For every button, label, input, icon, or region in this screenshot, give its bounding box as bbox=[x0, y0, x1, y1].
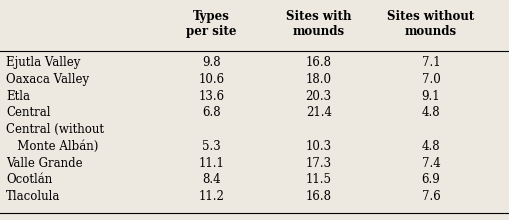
Text: Etla: Etla bbox=[6, 90, 30, 103]
Text: 6.8: 6.8 bbox=[202, 106, 220, 119]
Text: 4.8: 4.8 bbox=[421, 106, 439, 119]
Text: 7.6: 7.6 bbox=[421, 190, 439, 203]
Text: Tlacolula: Tlacolula bbox=[6, 190, 61, 203]
Text: 5.3: 5.3 bbox=[202, 140, 220, 153]
Text: 11.2: 11.2 bbox=[199, 190, 224, 203]
Text: 10.6: 10.6 bbox=[198, 73, 224, 86]
Text: 21.4: 21.4 bbox=[305, 106, 331, 119]
Text: 20.3: 20.3 bbox=[305, 90, 331, 103]
Text: 18.0: 18.0 bbox=[305, 73, 331, 86]
Text: 7.0: 7.0 bbox=[421, 73, 439, 86]
Text: Types
per site: Types per site bbox=[186, 10, 237, 38]
Text: Central: Central bbox=[6, 106, 50, 119]
Text: 13.6: 13.6 bbox=[198, 90, 224, 103]
Text: 9.8: 9.8 bbox=[202, 56, 220, 69]
Text: 6.9: 6.9 bbox=[421, 173, 439, 186]
Text: 8.4: 8.4 bbox=[202, 173, 220, 186]
Text: Central (without: Central (without bbox=[6, 123, 104, 136]
Text: Monte Albán): Monte Albán) bbox=[6, 140, 98, 153]
Text: 11.5: 11.5 bbox=[305, 173, 331, 186]
Text: Ejutla Valley: Ejutla Valley bbox=[6, 56, 80, 69]
Text: 11.1: 11.1 bbox=[199, 157, 224, 170]
Text: 7.1: 7.1 bbox=[421, 56, 439, 69]
Text: 9.1: 9.1 bbox=[421, 90, 439, 103]
Text: Oaxaca Valley: Oaxaca Valley bbox=[6, 73, 89, 86]
Text: Sites with
mounds: Sites with mounds bbox=[286, 10, 351, 38]
Text: 16.8: 16.8 bbox=[305, 190, 331, 203]
Text: Valle Grande: Valle Grande bbox=[6, 157, 82, 170]
Text: 10.3: 10.3 bbox=[305, 140, 331, 153]
Text: Ocotlán: Ocotlán bbox=[6, 173, 52, 186]
Text: Sites without
mounds: Sites without mounds bbox=[386, 10, 474, 38]
Text: 7.4: 7.4 bbox=[421, 157, 439, 170]
Text: 4.8: 4.8 bbox=[421, 140, 439, 153]
Text: 17.3: 17.3 bbox=[305, 157, 331, 170]
Text: 16.8: 16.8 bbox=[305, 56, 331, 69]
